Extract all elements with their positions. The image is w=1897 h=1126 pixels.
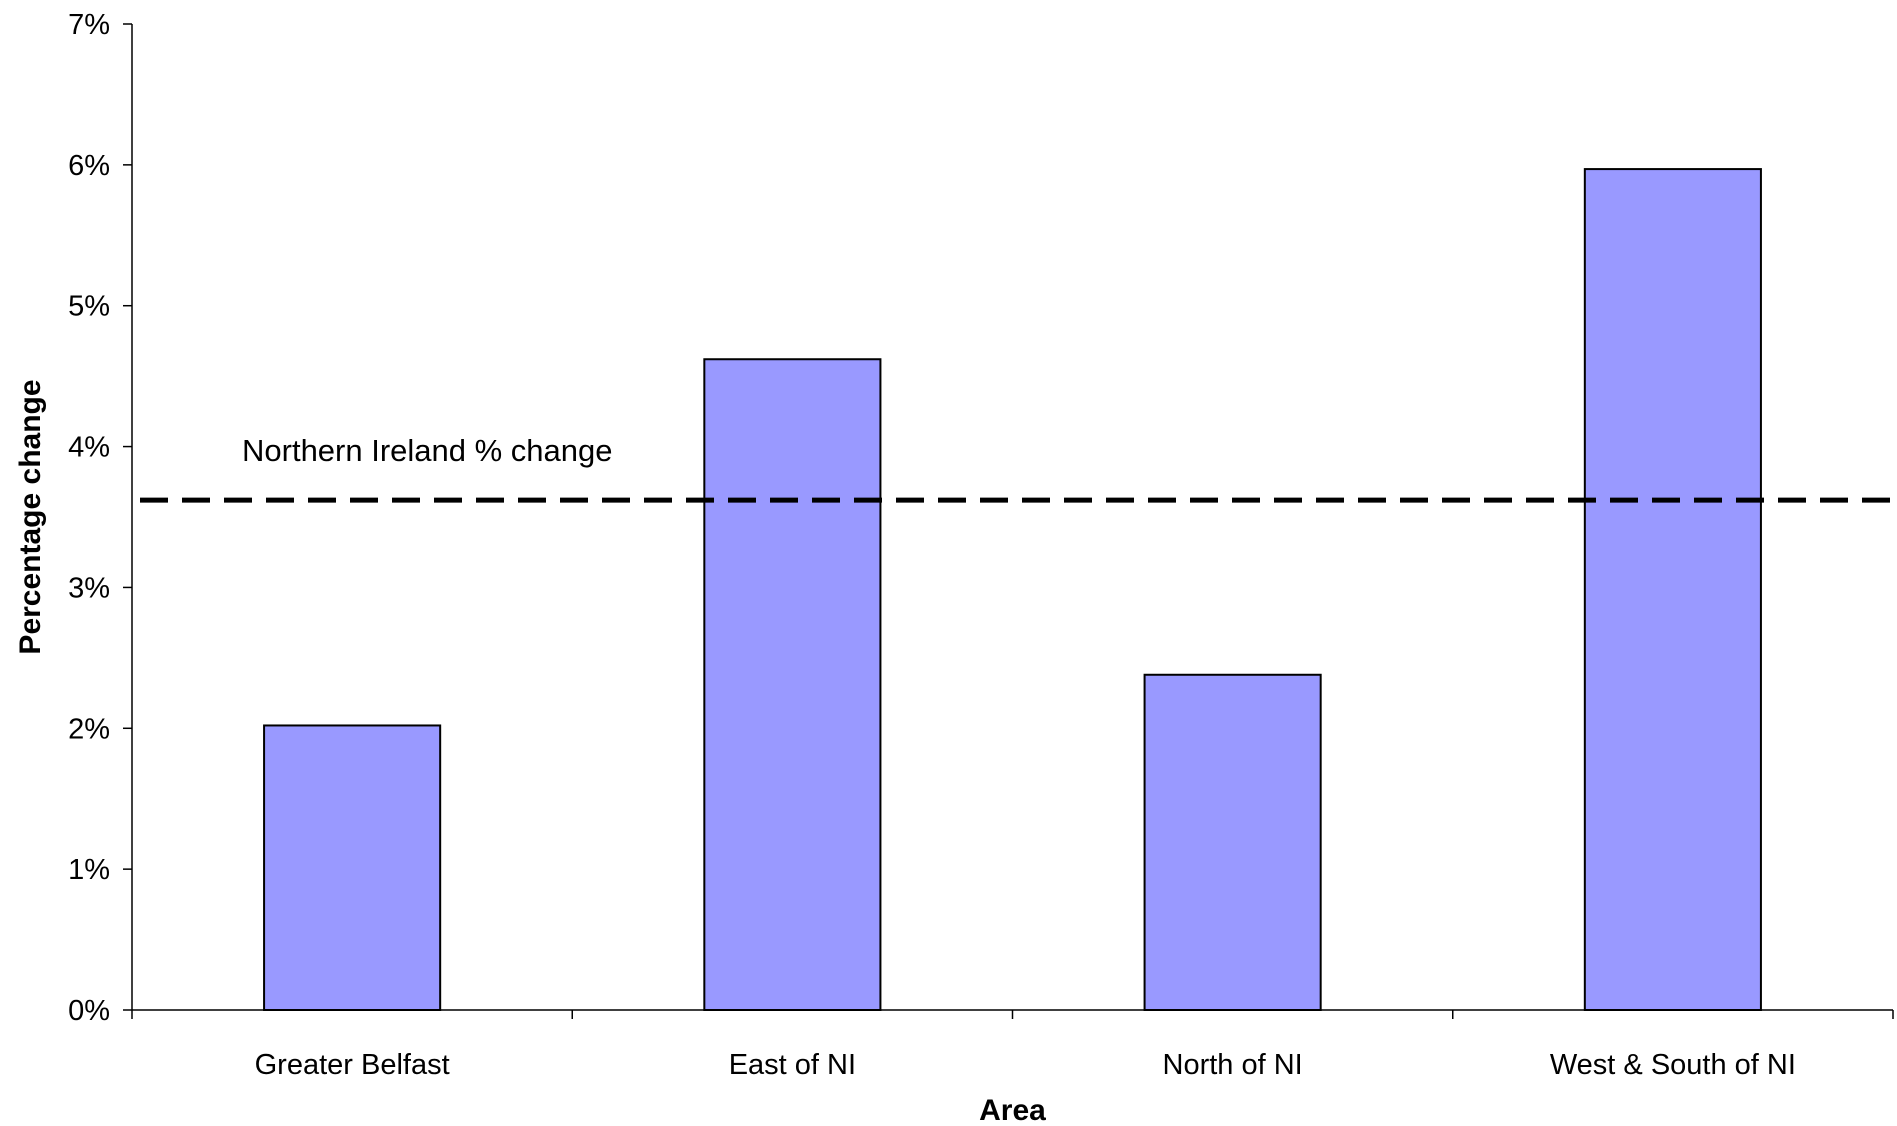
y-tick-label: 3% <box>68 572 110 604</box>
y-axis-title: Percentage change <box>14 379 47 654</box>
x-axis-ticks: Greater Belfast East of NI North of NI West… <box>131 1010 1894 1081</box>
x-tick-label: Greater Belfast <box>255 1049 450 1081</box>
bar-east-of-ni <box>703 358 882 1011</box>
bar-greater-belfast <box>263 724 442 1011</box>
bar-west-south-of-ni <box>1583 168 1762 1011</box>
x-tick-label: West & South of NI <box>1550 1049 1796 1081</box>
reference-line-label: Northern Ireland % change <box>242 433 613 468</box>
y-tick-label: 2% <box>68 713 110 745</box>
y-tick-label: 1% <box>68 854 110 886</box>
y-tick-label: 7% <box>68 9 110 41</box>
x-axis-title: Area <box>979 1094 1046 1126</box>
y-tick-label: 6% <box>68 150 110 182</box>
y-tick-label: 5% <box>68 291 110 323</box>
bars <box>263 168 1762 1011</box>
x-tick-label: North of NI <box>1163 1049 1303 1081</box>
bar-north-of-ni <box>1143 673 1322 1011</box>
y-tick-label: 4% <box>68 432 110 464</box>
y-axis-ticks: 0% 1% 2% 3% 4% 5% 6% 7% <box>68 9 132 1027</box>
x-tick-label: East of NI <box>729 1049 856 1081</box>
y-tick-label: 0% <box>68 995 110 1027</box>
